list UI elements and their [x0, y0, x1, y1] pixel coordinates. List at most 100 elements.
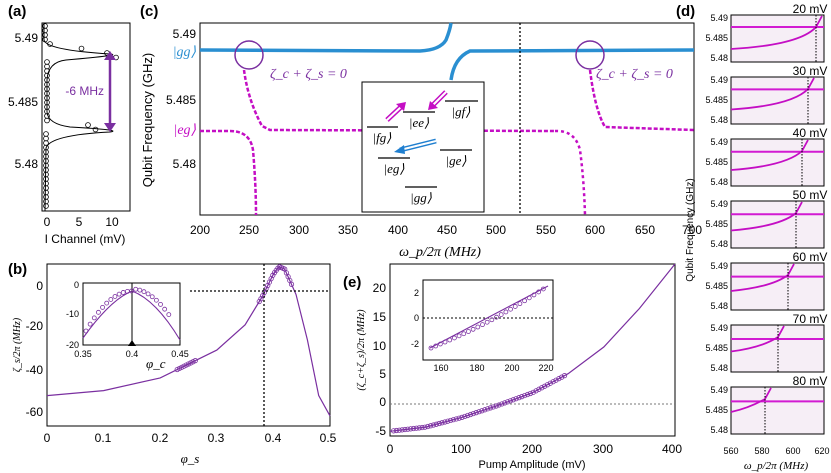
a-data-point — [43, 140, 49, 146]
d-ytick: 5.49 — [710, 75, 728, 85]
e-data-point — [530, 389, 536, 395]
e-inset-ytick-3: -2 — [411, 339, 419, 349]
a-data-point — [43, 203, 49, 209]
a-ytick-3: 5.48 — [15, 157, 39, 171]
b-inset-point — [96, 309, 101, 315]
c-xtick: 650 — [635, 223, 655, 237]
e-xtick-5: 400 — [662, 442, 682, 456]
c-gg-trace-right — [449, 48, 695, 81]
c-xtick: 450 — [437, 223, 457, 237]
a-data-point — [43, 189, 49, 196]
b-inset-point — [83, 328, 89, 334]
d-xlabel: ω_p/2π (MHz) — [744, 460, 809, 472]
a-data-point — [42, 27, 48, 34]
c-eg-trace-right-drop — [554, 129, 587, 216]
b-data-point — [288, 281, 295, 287]
a-data-point — [43, 135, 49, 142]
d-subpanel-axes — [730, 200, 825, 249]
a-data-point — [78, 45, 85, 52]
b-inset-point — [162, 306, 168, 312]
e-data-point — [496, 402, 502, 408]
level-eg-label: |eg⟩ — [384, 161, 405, 176]
panel-label-d: (d) — [676, 3, 695, 20]
e-inset-point — [433, 343, 439, 349]
e-data-point — [465, 412, 471, 419]
d-xtick-1: 560 — [723, 446, 738, 456]
e-data-point — [539, 385, 545, 391]
b-ytick-1: 0 — [36, 279, 43, 293]
a-fit-curve — [43, 23, 114, 212]
b-inset-point — [153, 297, 159, 303]
panel-label-b: (b) — [8, 261, 27, 278]
e-ytick-4: 5 — [379, 367, 386, 381]
e-inset-ytick-2: 0 — [414, 313, 419, 323]
c-eg-trace-mid — [242, 69, 556, 133]
e-data-point — [556, 376, 562, 382]
d-ytick: 5.485 — [705, 405, 728, 415]
a-xtick-2: 5 — [76, 215, 83, 229]
e-inset-point — [466, 329, 471, 334]
level-ge-label: |ge⟩ — [446, 153, 467, 168]
b-xtick-1: 0 — [44, 431, 51, 445]
e-data-point — [447, 417, 454, 424]
level-fg-label: |fg⟩ — [373, 130, 392, 145]
b-inset-curve — [82, 290, 181, 341]
e-inset-xtick-3: 200 — [504, 363, 519, 373]
b-data-points — [174, 264, 295, 373]
b-xlabel: φ_s — [181, 451, 200, 466]
b-inset-point — [129, 288, 134, 294]
c-xlabel: ω_p/2π (MHz) — [399, 245, 481, 260]
d-ytick: 5.485 — [705, 219, 728, 229]
e-data-point — [413, 425, 419, 431]
d-ytick: 5.49 — [710, 323, 728, 333]
d-subpanel-axes — [730, 14, 825, 63]
b-inset-ytick-1: 0 — [74, 280, 79, 290]
e-ylabel: (ζ_c+ζ_s)/2π (MHz) — [356, 309, 367, 391]
e-inset-xtick-1: 160 — [433, 363, 448, 373]
d-subpanel: 80 mV 5.49 5.485 5.48 — [705, 374, 827, 435]
e-data-point — [524, 391, 531, 398]
a-data-point — [43, 194, 49, 200]
panel-label-a: (a) — [8, 3, 26, 20]
d-ytick: 5.485 — [705, 343, 728, 353]
d-subpanel-axes — [730, 262, 825, 311]
b-fit-curve — [46, 265, 331, 417]
d-ytick: 5.48 — [710, 239, 728, 249]
e-xtick-4: 300 — [593, 442, 613, 456]
b-xtick-4: 0.3 — [208, 431, 225, 445]
a-data-point — [42, 23, 48, 29]
d-subpanel-title: 20 mV — [793, 2, 828, 16]
e-inset-point — [480, 322, 485, 328]
e-data-point — [490, 404, 496, 410]
c-ytick-3: 5.48 — [173, 157, 197, 171]
e-data-point — [559, 374, 565, 380]
e-data-point — [396, 427, 402, 433]
b-inset-xtick-3: 0.45 — [171, 349, 189, 359]
d-subpanel-axes — [730, 386, 825, 435]
panel-label-c: (c) — [140, 3, 158, 20]
e-inset-ytick-1: 2 — [414, 288, 419, 298]
e-inset-point — [503, 309, 509, 315]
e-data-point — [456, 415, 462, 421]
d-subpanel: 70 mV 5.49 5.485 5.48 — [705, 312, 827, 373]
a-data-point — [47, 41, 53, 47]
e-inset-point — [522, 298, 527, 304]
a-annotation: -6 MHz — [65, 84, 104, 98]
e-data-point — [450, 417, 457, 423]
e-data-point — [510, 397, 516, 403]
e-inset-point — [484, 319, 490, 325]
e-data-point — [439, 420, 445, 426]
e-data-point — [433, 421, 439, 427]
c-inset-box — [361, 81, 485, 213]
a-data-point — [43, 180, 49, 187]
e-data-point — [428, 423, 434, 429]
d-ytick: 5.49 — [710, 137, 728, 147]
e-inset-point — [498, 312, 504, 318]
e-ytick-1: 20 — [373, 281, 387, 295]
b-xtick-2: 0.1 — [95, 431, 112, 445]
d-rising-trace — [730, 77, 815, 111]
panel-e: (e) 20 15 10 5 0 -5 0 100 200 300 400 Pu… — [343, 263, 682, 471]
e-data-point — [553, 377, 559, 383]
e-data-point — [473, 410, 479, 416]
e-data-point — [453, 416, 459, 422]
